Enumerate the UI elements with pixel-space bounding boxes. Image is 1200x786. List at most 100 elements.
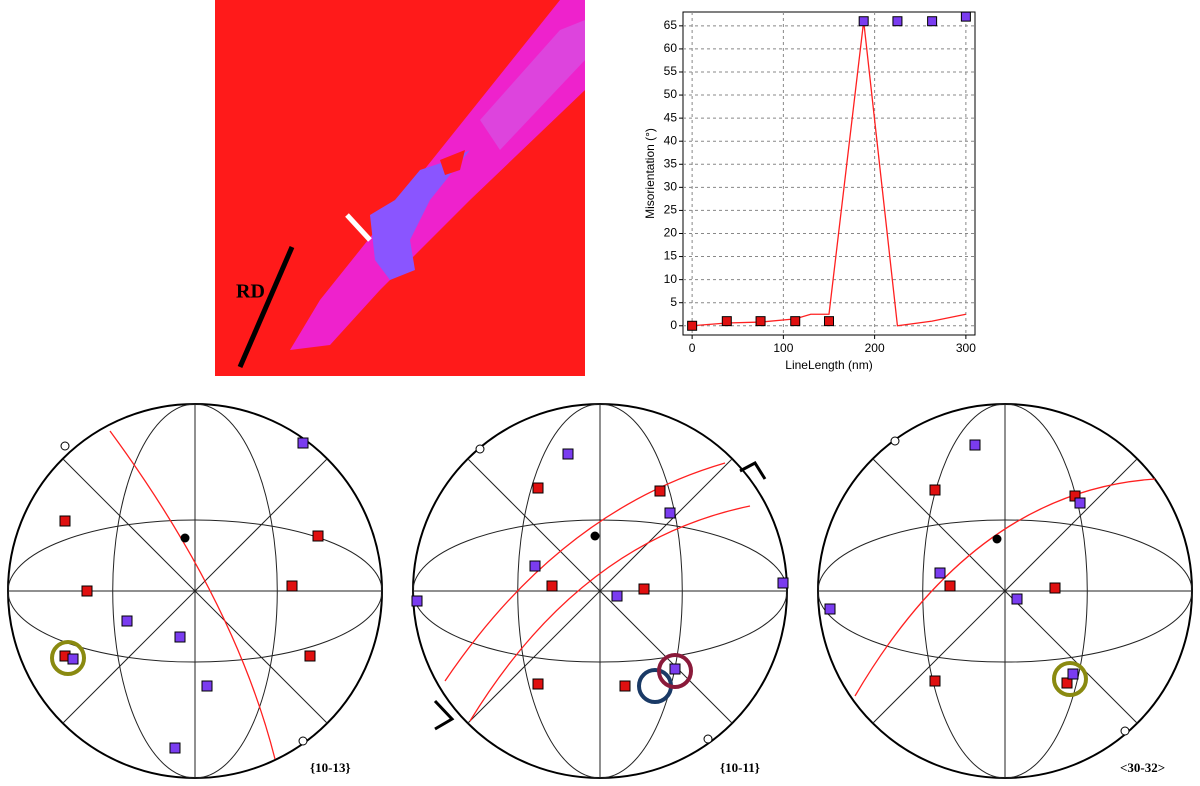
x-tick-label: 300 bbox=[956, 341, 976, 355]
pole-twin bbox=[174, 631, 186, 643]
trace-curve bbox=[109, 430, 276, 760]
great-circle bbox=[7, 519, 383, 663]
twin-nucleus bbox=[370, 150, 470, 280]
pole-figure-label: {10-11} bbox=[720, 760, 760, 775]
pole-parent bbox=[638, 583, 650, 595]
pole-figure-label: <30-32> bbox=[1120, 760, 1165, 775]
great-circle bbox=[872, 458, 1138, 724]
pole-twin bbox=[969, 439, 981, 451]
pole-parent bbox=[619, 680, 631, 692]
y-tick-label: 40 bbox=[664, 133, 678, 147]
pole-parent bbox=[1049, 582, 1061, 594]
orientation-map: RD bbox=[215, 0, 585, 376]
trace-curve bbox=[469, 505, 751, 722]
pole-twin bbox=[664, 507, 676, 519]
pole-open bbox=[298, 736, 308, 746]
y-tick-label: 20 bbox=[664, 226, 678, 240]
pole-parent bbox=[1061, 677, 1073, 689]
pole-figure-label: {10-13} bbox=[310, 760, 351, 775]
y-tick-label: 5 bbox=[670, 295, 677, 309]
y-tick-label: 55 bbox=[664, 64, 678, 78]
pole-parent bbox=[532, 678, 544, 690]
line-scan bbox=[345, 213, 372, 242]
pole-twin bbox=[297, 437, 309, 449]
pole-parent bbox=[59, 515, 71, 527]
data-marker bbox=[687, 320, 698, 331]
pole-figures: {10-13} {10-11} <30-32> bbox=[7, 403, 1193, 779]
data-marker bbox=[790, 316, 801, 327]
great-circle bbox=[817, 519, 1193, 663]
pole-open bbox=[1120, 726, 1130, 736]
pole-parent bbox=[312, 530, 324, 542]
y-axis-label: Misorientation (°) bbox=[643, 128, 657, 219]
series-line bbox=[692, 21, 967, 327]
y-tick-label: 10 bbox=[664, 272, 678, 286]
x-tick-label: 0 bbox=[689, 341, 696, 355]
data-marker bbox=[960, 11, 971, 22]
pole-open bbox=[890, 436, 900, 446]
y-tick-label: 30 bbox=[664, 180, 678, 194]
x-tick-label: 100 bbox=[773, 341, 793, 355]
shear-arrow bbox=[739, 461, 767, 480]
data-marker bbox=[755, 316, 766, 327]
y-tick-label: 15 bbox=[664, 249, 678, 263]
rd-label: RD bbox=[236, 281, 265, 303]
data-marker bbox=[721, 316, 732, 327]
y-tick-label: 60 bbox=[664, 41, 678, 55]
great-circle bbox=[112, 403, 278, 779]
y-tick-label: 50 bbox=[664, 87, 678, 101]
highlight-ring bbox=[50, 640, 86, 676]
y-tick-label: 35 bbox=[664, 156, 678, 170]
data-marker bbox=[892, 16, 903, 27]
pole-figure: {10-11} bbox=[411, 403, 789, 779]
pole-parent bbox=[929, 675, 941, 687]
x-tick-label: 200 bbox=[865, 341, 885, 355]
pole-twin bbox=[611, 590, 623, 602]
pole-parent bbox=[546, 580, 558, 592]
data-marker bbox=[927, 16, 938, 27]
plot-area bbox=[682, 11, 976, 336]
great-circle bbox=[922, 403, 1088, 779]
pole-twin bbox=[201, 680, 213, 692]
rd-line bbox=[237, 246, 295, 368]
trace-curve bbox=[854, 478, 1156, 697]
pole-parent bbox=[944, 580, 956, 592]
pole-twin bbox=[562, 448, 574, 460]
pole-parent bbox=[304, 650, 316, 662]
pole-twin bbox=[67, 653, 79, 665]
pole-twin bbox=[169, 742, 181, 754]
pole-twin bbox=[669, 663, 681, 675]
pole-twin bbox=[1011, 593, 1023, 605]
pole-center bbox=[590, 531, 600, 541]
pole-open bbox=[475, 444, 485, 454]
y-tick-label: 25 bbox=[664, 203, 678, 217]
pole-open bbox=[703, 734, 713, 744]
great-circle bbox=[62, 458, 328, 724]
y-tick-label: 0 bbox=[670, 318, 677, 332]
pole-parent bbox=[654, 485, 666, 497]
pole-twin bbox=[121, 615, 133, 627]
y-tick-label: 45 bbox=[664, 110, 678, 124]
trace-curve bbox=[444, 462, 726, 682]
pole-twin bbox=[777, 577, 789, 589]
pole-parent bbox=[286, 580, 298, 592]
great-circle bbox=[467, 458, 733, 724]
data-marker bbox=[824, 316, 834, 327]
pole-center bbox=[992, 534, 1002, 544]
misorientation-chart: 0 5 10 15 20 25 30 35 40 45 50 55 60 65 0 100 200 300 Line… bbox=[643, 11, 976, 372]
pole-figure: <30-32> bbox=[817, 403, 1193, 779]
pole-twin bbox=[411, 595, 423, 607]
twin-band bbox=[480, 20, 585, 150]
pole-twin bbox=[1074, 497, 1086, 509]
pole-twin bbox=[934, 567, 946, 579]
pole-center bbox=[180, 533, 190, 543]
pole-parent bbox=[929, 484, 941, 496]
x-axis-label: LineLength (nm) bbox=[785, 358, 872, 372]
y-tick-label: 65 bbox=[664, 18, 678, 32]
map-background bbox=[440, 150, 465, 175]
great-circle bbox=[412, 519, 788, 663]
pole-open bbox=[60, 441, 70, 451]
pole-parent bbox=[532, 482, 544, 494]
pole-twin bbox=[529, 560, 541, 572]
